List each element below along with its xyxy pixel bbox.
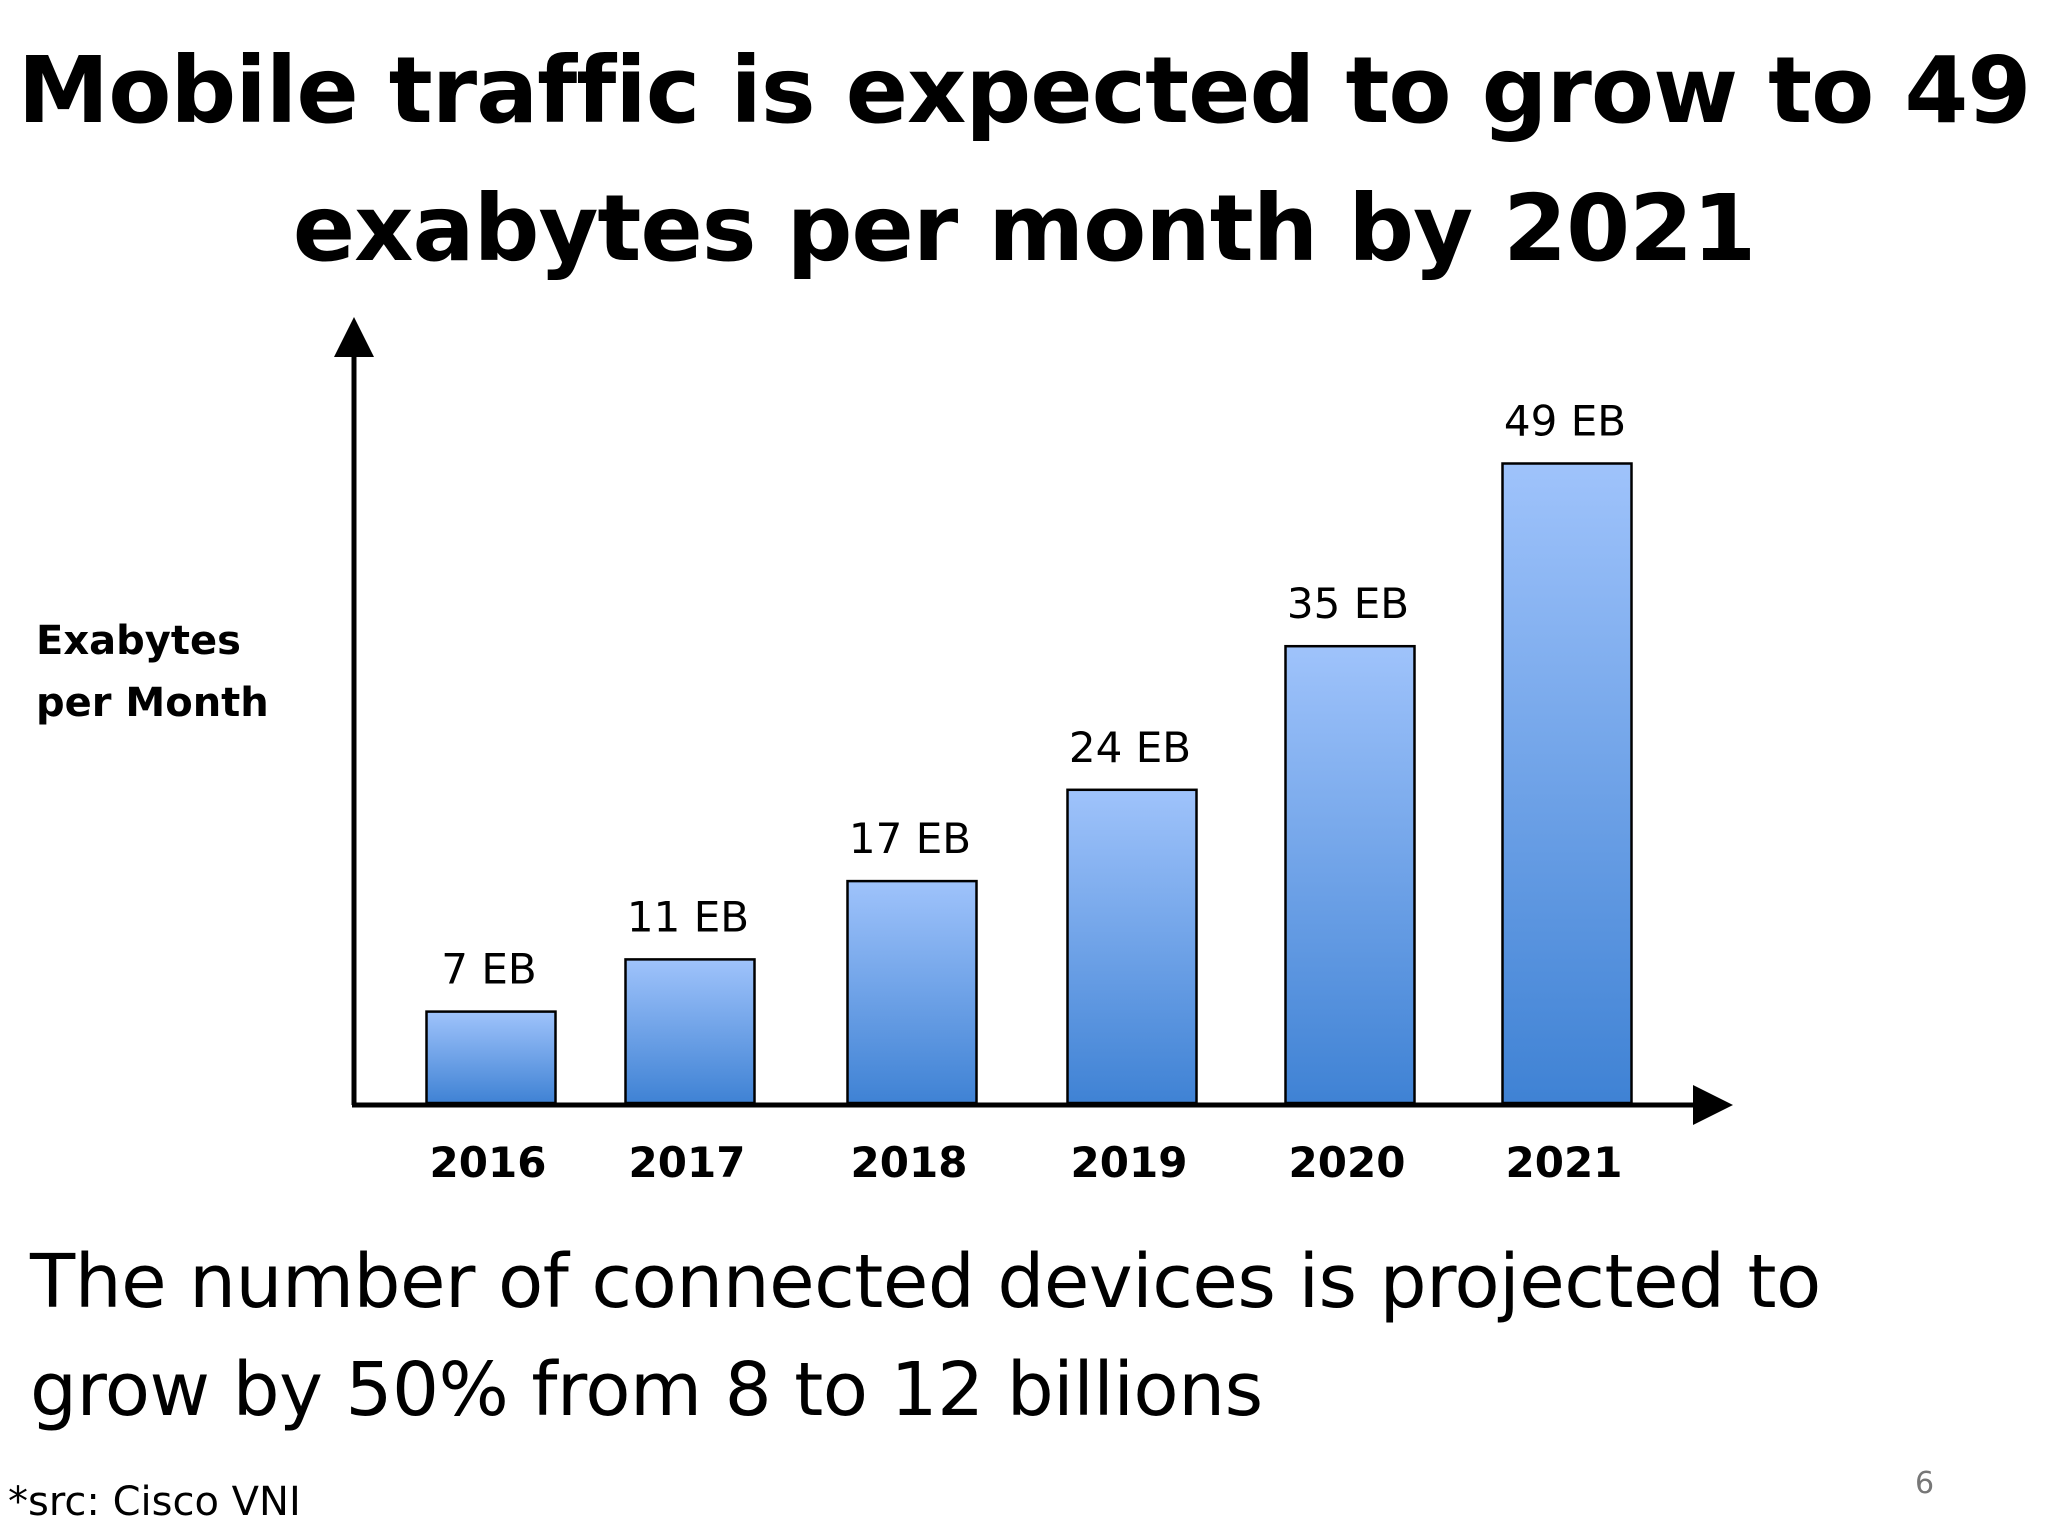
bar-2017 [624,958,756,1105]
subtitle: The number of connected devices is proje… [30,1228,1821,1444]
x-tick-label-2019: 2019 [1071,1138,1188,1187]
slide-title-line-2: exabytes per month by 2021 [292,175,1756,282]
bar-value-label-2017: 11 EB [627,892,749,941]
x-tick-label-2017: 2017 [629,1138,746,1187]
bars-layer [425,462,1633,1105]
y-axis-label-line-1: Exabytes [36,618,241,664]
slide-title-line-1: Mobile traffic is expected to grow to 49 [17,37,2032,144]
labels-layer: 7 EB 2016 11 EB 2017 17 EB 2018 24 EB 2019 35 EB… [430,397,1627,1188]
source-note: *src: Cisco VNI [8,1479,301,1525]
page-number: 6 [1915,1466,1935,1501]
bar-2020 [1284,644,1416,1105]
bar-value-label-2020: 35 EB [1287,579,1409,628]
bar-2018 [846,879,978,1105]
x-tick-label-2021: 2021 [1506,1138,1623,1187]
x-tick-label-2016: 2016 [430,1138,547,1187]
y-axis-label-line-2: per Month [36,680,269,726]
bar-value-label-2018: 17 EB [849,814,971,863]
x-tick-label-2018: 2018 [851,1138,968,1187]
y-axis-label: Exabytes per Month [36,610,269,734]
bar-2019 [1066,788,1198,1105]
bar-value-label-2019: 24 EB [1069,723,1191,772]
bar-value-label-2016: 7 EB [441,945,536,994]
subtitle-line-2: grow by 50% from 8 to 12 billions [30,1347,1263,1433]
subtitle-line-1: The number of connected devices is proje… [30,1239,1821,1325]
bar-2016 [425,1010,557,1105]
x-tick-label-2020: 2020 [1289,1138,1406,1187]
bar-2021 [1501,462,1633,1105]
bar-value-label-2021: 49 EB [1504,397,1626,446]
slide-title: Mobile traffic is expected to grow to 49… [0,22,2048,298]
